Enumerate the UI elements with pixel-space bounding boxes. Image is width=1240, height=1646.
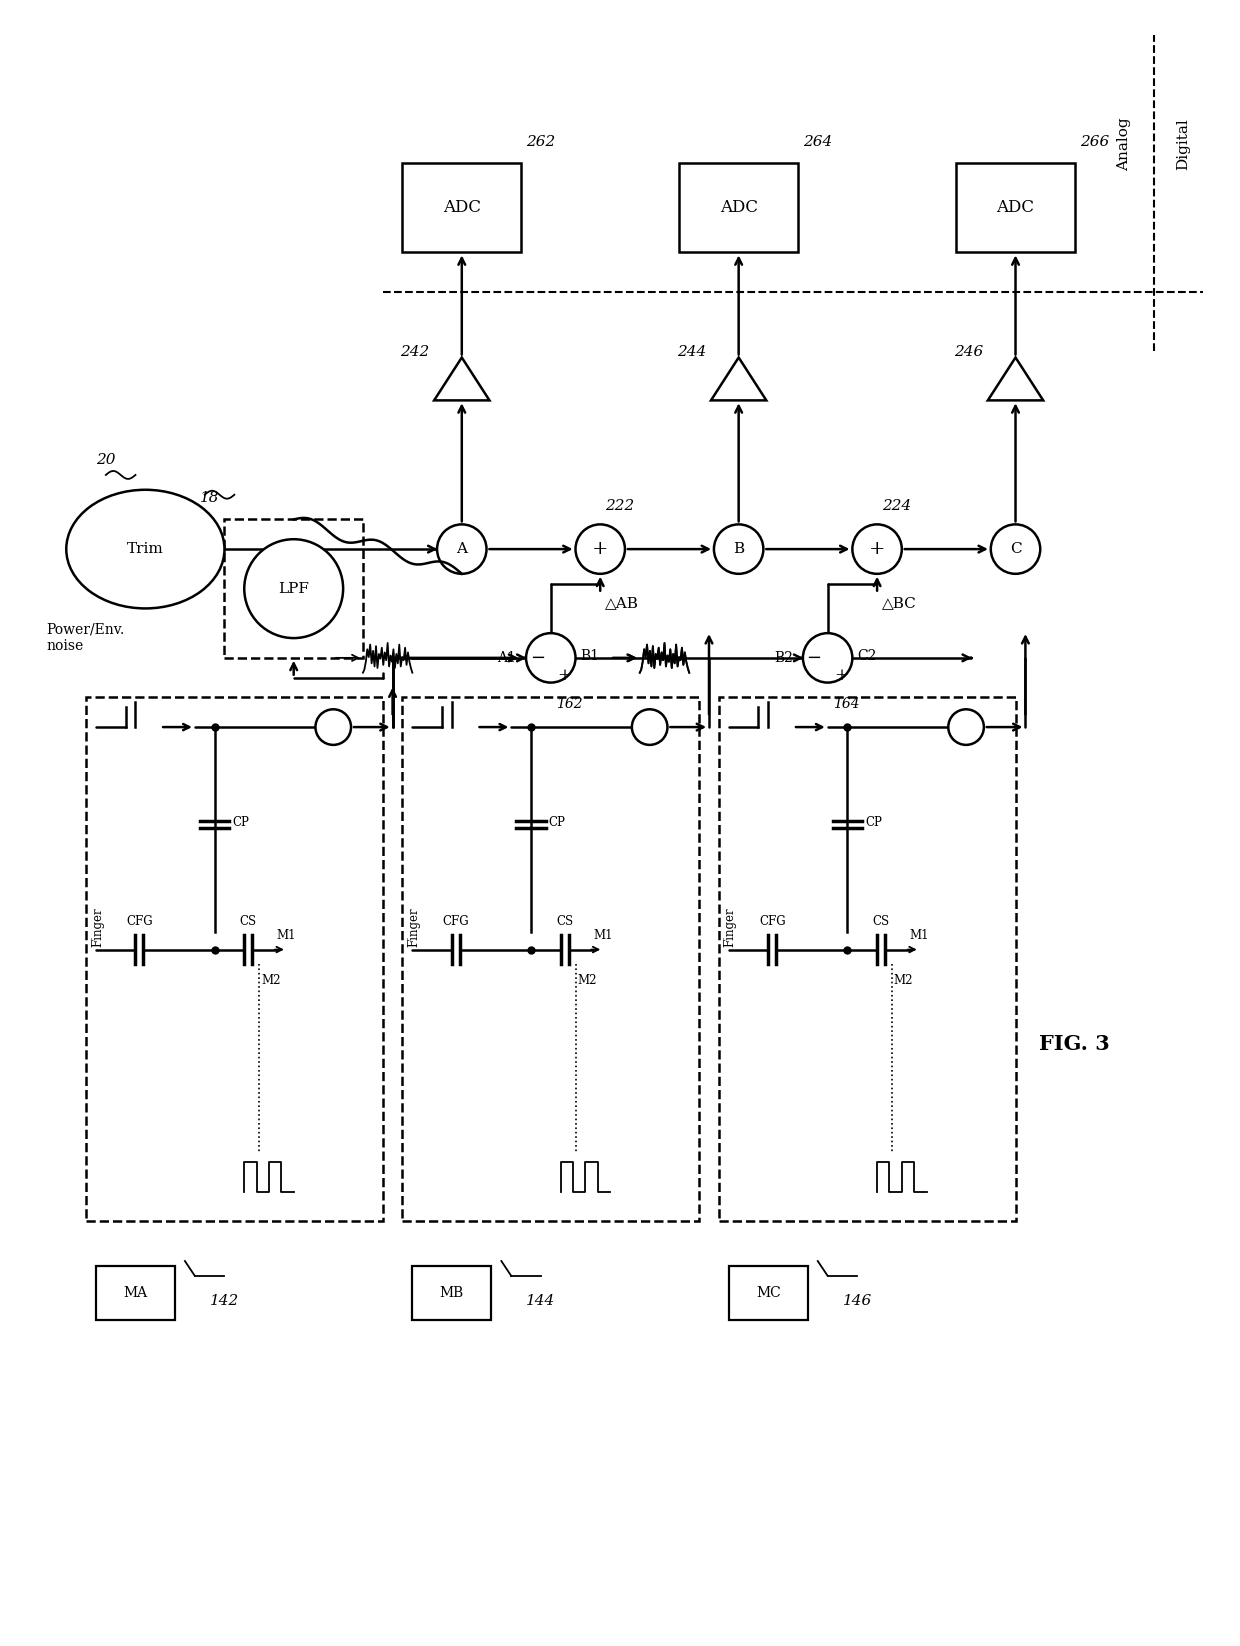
Text: +: + (591, 540, 609, 558)
Text: M1: M1 (910, 928, 929, 942)
Circle shape (714, 525, 764, 574)
Text: 222: 222 (605, 499, 635, 512)
Text: LPF: LPF (278, 581, 309, 596)
Text: +: + (869, 540, 885, 558)
Text: B: B (733, 542, 744, 556)
Text: 242: 242 (401, 346, 429, 359)
Text: 246: 246 (954, 346, 983, 359)
Text: Trim: Trim (126, 542, 164, 556)
Bar (680, 163, 799, 252)
Text: M2: M2 (262, 974, 280, 988)
Text: Finger: Finger (724, 907, 737, 946)
Text: MC: MC (756, 1286, 781, 1300)
Text: 262: 262 (526, 135, 556, 148)
Text: CP: CP (232, 816, 249, 830)
Text: 162: 162 (556, 698, 583, 711)
Text: ADC: ADC (997, 199, 1034, 217)
Polygon shape (711, 357, 766, 400)
Text: 146: 146 (843, 1294, 872, 1307)
Text: CS: CS (239, 915, 257, 928)
Text: △AB: △AB (605, 596, 639, 611)
Text: CP: CP (866, 816, 882, 830)
Text: −: − (529, 649, 544, 667)
Bar (95, 1266, 175, 1320)
Text: CFG: CFG (126, 915, 153, 928)
Bar (729, 1266, 808, 1320)
Text: M2: M2 (578, 974, 596, 988)
Text: −: − (806, 649, 822, 667)
Text: 142: 142 (210, 1294, 239, 1307)
Ellipse shape (66, 491, 224, 609)
Text: 18: 18 (200, 491, 219, 505)
Text: CFG: CFG (443, 915, 469, 928)
Bar (403, 163, 521, 252)
Text: Power/Env.
noise: Power/Env. noise (46, 622, 125, 653)
Text: CS: CS (873, 915, 889, 928)
Text: M1: M1 (593, 928, 613, 942)
Text: Finger: Finger (91, 907, 104, 946)
Circle shape (244, 540, 343, 639)
Bar (403, 698, 699, 1221)
Bar (719, 698, 1016, 1221)
Text: ADC: ADC (443, 199, 481, 217)
Circle shape (315, 709, 351, 746)
Bar (956, 163, 1075, 252)
Text: 20: 20 (97, 453, 115, 467)
Text: Digital: Digital (1177, 119, 1190, 170)
Circle shape (436, 525, 486, 574)
Text: 244: 244 (677, 346, 706, 359)
Circle shape (852, 525, 901, 574)
Text: 264: 264 (804, 135, 832, 148)
Text: CP: CP (549, 816, 565, 830)
Text: 144: 144 (526, 1294, 556, 1307)
Text: B2: B2 (774, 650, 794, 665)
Circle shape (632, 709, 667, 746)
Text: M1: M1 (277, 928, 296, 942)
Text: FIG. 3: FIG. 3 (1039, 1034, 1110, 1053)
Text: CS: CS (556, 915, 573, 928)
Text: CFG: CFG (759, 915, 786, 928)
Text: 224: 224 (882, 499, 911, 512)
Text: C2: C2 (857, 649, 877, 663)
Text: MB: MB (440, 1286, 464, 1300)
Text: B1: B1 (580, 649, 599, 663)
Text: Finger: Finger (408, 907, 420, 946)
Text: ADC: ADC (719, 199, 758, 217)
Text: A1: A1 (497, 650, 516, 665)
Text: 164: 164 (832, 698, 859, 711)
Circle shape (526, 634, 575, 683)
Text: △BC: △BC (882, 596, 916, 611)
Text: C: C (1009, 542, 1022, 556)
Text: Analog: Analog (1117, 117, 1131, 171)
Text: +: + (835, 667, 848, 683)
Text: 266: 266 (1080, 135, 1109, 148)
Polygon shape (434, 357, 490, 400)
Text: +: + (558, 667, 572, 683)
Circle shape (949, 709, 983, 746)
Circle shape (804, 634, 852, 683)
Bar (86, 698, 383, 1221)
Polygon shape (988, 357, 1043, 400)
Circle shape (991, 525, 1040, 574)
Text: MA: MA (124, 1286, 148, 1300)
Text: M2: M2 (894, 974, 914, 988)
Bar (224, 520, 363, 658)
Circle shape (575, 525, 625, 574)
Text: A: A (456, 542, 467, 556)
Bar (413, 1266, 491, 1320)
